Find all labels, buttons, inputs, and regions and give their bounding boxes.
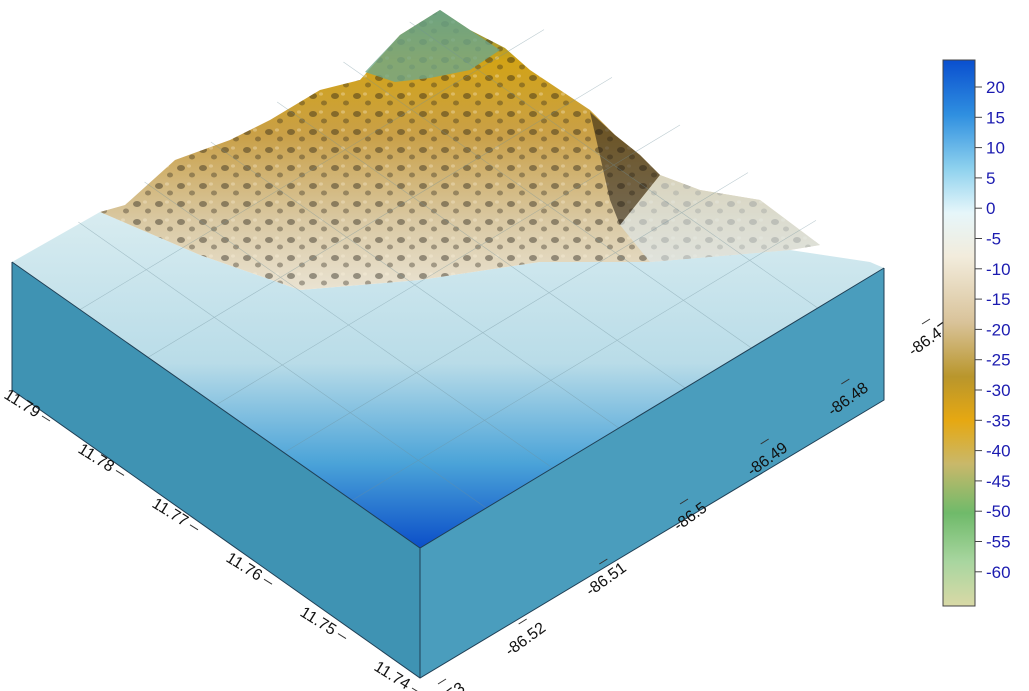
colorbar-ticks: 20 15 10 5 0 -5 -10 -15 -20 -25 -30 -35 -40 -45 -50 -55… [975, 78, 1011, 582]
colorbar-label: -25 [986, 351, 1011, 370]
colorbar-label: 10 [986, 139, 1005, 158]
block-right-wall [420, 268, 884, 678]
y-tick-mark [841, 378, 850, 385]
top-face-grid [78, 21, 818, 509]
y-tick-label: -86.52 [502, 619, 549, 659]
colorbar-label: 15 [986, 108, 1005, 127]
block-left-wall [12, 262, 420, 678]
colorbar-label: -35 [986, 411, 1011, 430]
x-tick-mark [41, 415, 51, 422]
coast-light-band [620, 175, 820, 262]
y-tick-mark [679, 498, 689, 505]
colorbar-label: -20 [986, 320, 1011, 339]
grid-line [343, 61, 752, 349]
x-tick-mark [263, 578, 273, 585]
colorbar-label: -55 [986, 533, 1011, 552]
y-tick-mark [437, 678, 447, 685]
colorbar-label: -60 [986, 563, 1011, 582]
y-tick-mark [921, 318, 931, 325]
grid-line [79, 29, 545, 310]
x-tick-mark [189, 524, 199, 531]
grid-line [276, 101, 686, 389]
colorbar-label: -50 [986, 502, 1011, 521]
colorbar-gradient [942, 59, 976, 607]
colorbar-label: -30 [986, 381, 1011, 400]
y-tick-mark [760, 438, 769, 445]
x-tick-mark [115, 469, 125, 476]
colorbar-label: -15 [986, 290, 1011, 309]
colorbar-label: -45 [986, 472, 1011, 491]
block-outline [11, 261, 885, 679]
top-face-sea [12, 212, 884, 548]
colorbar-label: 0 [986, 199, 995, 218]
y-tick-label: -86.53 [422, 679, 469, 691]
colorbar-label: -40 [986, 442, 1011, 461]
grid-line [215, 124, 681, 406]
y-tick-mark [518, 618, 527, 625]
grid-line [409, 21, 818, 309]
colorbar-label: 20 [986, 78, 1005, 97]
grid-line [144, 181, 553, 469]
y-tick-mark [599, 558, 608, 565]
grid-line [210, 141, 620, 429]
colorbar-label: -10 [986, 260, 1011, 279]
grid-line [78, 221, 487, 509]
colorbar: 20 15 10 5 0 -5 -10 -15 -20 -25 -30 -35 -40 -45 -50 -55… [942, 59, 1011, 607]
grid-line [147, 77, 613, 358]
colorbar-label: -5 [986, 230, 1001, 249]
grid-line [351, 220, 817, 501]
grid-line [283, 172, 749, 453]
colorbar-label: 5 [986, 169, 995, 188]
terrain-cliff [590, 112, 660, 225]
x-tick-mark [337, 633, 347, 640]
terrain-green-peak [365, 10, 500, 82]
